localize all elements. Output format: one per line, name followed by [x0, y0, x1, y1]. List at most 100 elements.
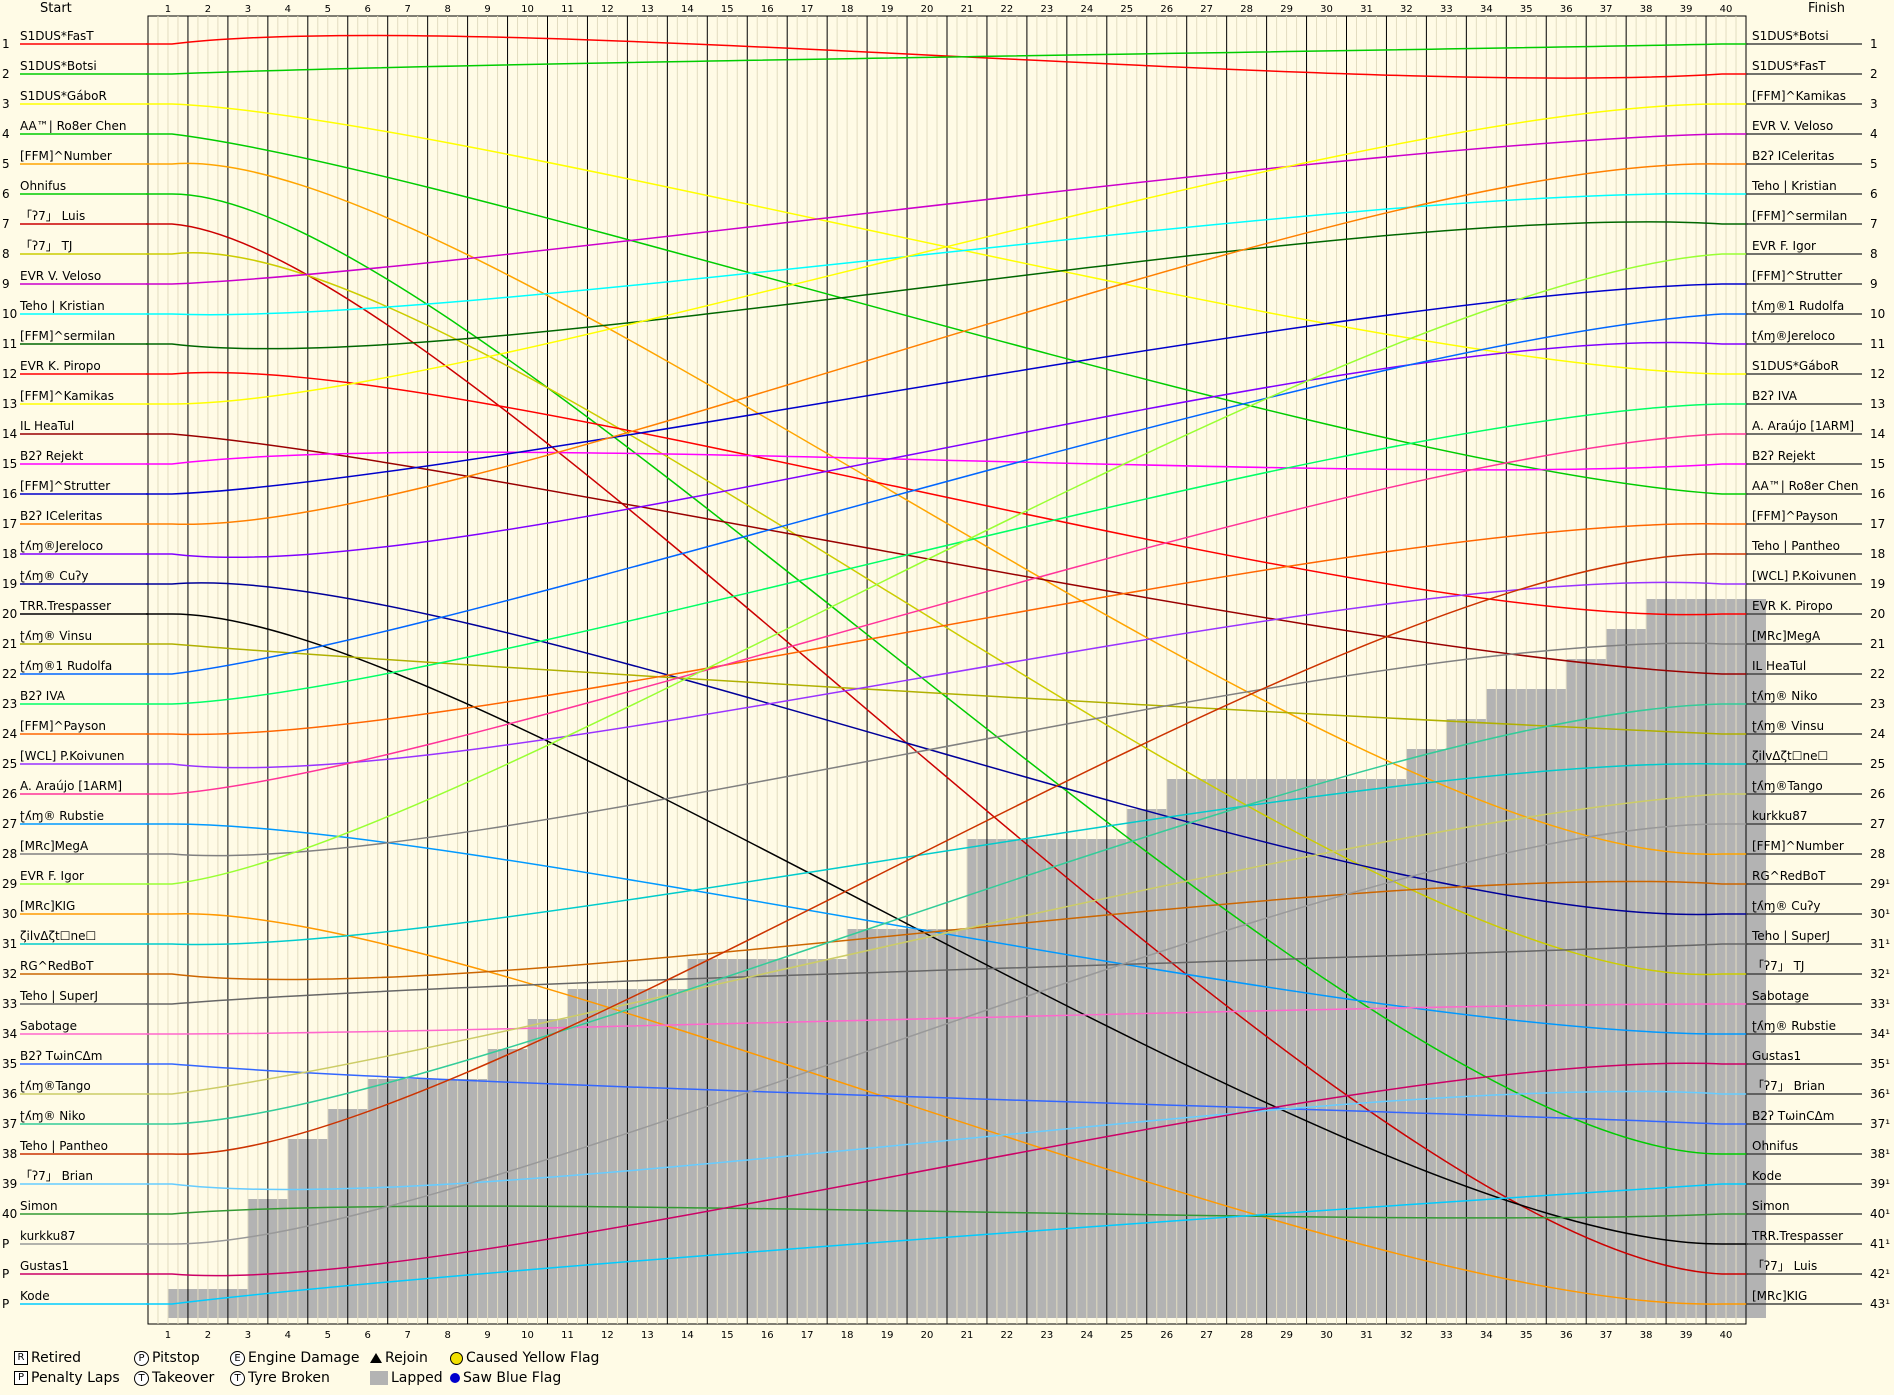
lap-tick-bottom: 35 — [1520, 1330, 1533, 1341]
finish-driver-name: Kode — [1752, 1169, 1782, 1183]
lap-tick-top: 19 — [881, 4, 894, 15]
start-driver-name: [MRc]MegA — [20, 839, 89, 853]
legend-rejoin: Rejoin — [370, 1350, 428, 1366]
legend-takeover: T Takeover — [134, 1370, 214, 1386]
start-driver-name: B2ʔ IVA — [20, 689, 66, 703]
lap-tick-top: 17 — [801, 4, 814, 15]
start-position: 7 — [2, 217, 10, 231]
lap-tick-bottom: 40 — [1720, 1330, 1733, 1341]
driver-line — [146, 133, 1748, 495]
lap-tick-top: 7 — [404, 4, 410, 15]
start-position: 24 — [2, 727, 17, 741]
lap-tick-bottom: 15 — [721, 1330, 734, 1341]
start-position: 5 — [2, 157, 10, 171]
lap-tick-top: 27 — [1200, 4, 1213, 15]
start-driver-name: TRR.Trespasser — [19, 599, 111, 613]
driver-line — [146, 523, 1748, 736]
start-driver-name: ʈʎɱ®1 Rudolfa — [20, 659, 112, 673]
start-position: 16 — [2, 487, 17, 501]
driver-line — [146, 103, 1748, 405]
lap-tick-bottom: 36 — [1560, 1330, 1573, 1341]
lap-tick-top: 20 — [921, 4, 934, 15]
lap-tick-bottom: 19 — [881, 1330, 894, 1341]
finish-driver-name: S1DUS*GáboR — [1752, 359, 1839, 373]
finish-driver-name: B2ʔ TωinCΔm — [1752, 1109, 1834, 1123]
finish-position: 37¹ — [1870, 1117, 1890, 1131]
lap-tick-top: 4 — [285, 4, 291, 15]
finish-position: 43¹ — [1870, 1297, 1890, 1311]
start-position: 25 — [2, 757, 17, 771]
finish-position: 8 — [1870, 247, 1878, 261]
legend-tyre: T Tyre Broken — [230, 1370, 330, 1386]
start-position: P — [2, 1267, 9, 1281]
start-position: 11 — [2, 337, 17, 351]
start-position: 1 — [2, 37, 10, 51]
lap-tick-bottom: 31 — [1360, 1330, 1373, 1341]
start-position: 38 — [2, 1147, 17, 1161]
finish-driver-name: kurkku87 — [1752, 809, 1808, 823]
tyre-broken-icon: T — [230, 1370, 245, 1386]
finish-driver-name: [FFM]^Strutter — [1752, 269, 1842, 283]
finish-driver-name: S1DUS*FasT — [1752, 59, 1826, 73]
lap-tick-top: 26 — [1160, 4, 1173, 15]
finish-position: 24 — [1870, 727, 1885, 741]
start-position: 30 — [2, 907, 17, 921]
legend-tyre-label: Tyre Broken — [248, 1370, 330, 1386]
start-position: 26 — [2, 787, 17, 801]
legend-pitstop: P Pitstop — [134, 1350, 200, 1366]
lap-tick-bottom: 5 — [325, 1330, 331, 1341]
start-driver-name: EVR F. Igor — [20, 869, 84, 883]
legend-yellow-label: Caused Yellow Flag — [466, 1350, 600, 1366]
lap-tick-bottom: 12 — [601, 1330, 614, 1341]
lap-tick-bottom: 10 — [521, 1330, 534, 1341]
driver-line — [146, 1205, 1748, 1219]
lap-tick-top: 5 — [325, 4, 331, 15]
finish-position: 16 — [1870, 487, 1885, 501]
lap-tick-bottom: 6 — [365, 1330, 371, 1341]
start-driver-name: Ohnifus — [20, 179, 66, 193]
start-driver-name: kurkku87 — [20, 1229, 76, 1243]
lap-tick-bottom: 26 — [1160, 1330, 1173, 1341]
finish-position: 6 — [1870, 187, 1878, 201]
start-driver-name: A. Araújo [1ARM] — [20, 779, 122, 793]
finish-driver-name: Sabotage — [1752, 989, 1809, 1003]
finish-position: 1 — [1870, 37, 1878, 51]
driver-line — [146, 553, 1748, 1155]
start-driver-name: [FFM]^Payson — [20, 719, 106, 733]
start-position: 19 — [2, 577, 17, 591]
finish-position: 28 — [1870, 847, 1885, 861]
legend: R Retired P Penalty Laps P Pitstop T Tak… — [14, 1350, 634, 1394]
lap-tick-bottom: 14 — [681, 1330, 694, 1341]
start-position: 37 — [2, 1117, 17, 1131]
driver-line — [146, 642, 1748, 857]
start-position: 9 — [2, 277, 10, 291]
lapped-swatch — [370, 1371, 388, 1385]
start-driver-name: [MRc]KIG — [20, 899, 75, 913]
finish-position: 17 — [1870, 517, 1885, 531]
lap-tick-top: 40 — [1720, 4, 1733, 15]
finish-driver-name: ʈʎɱ®Jereloco — [1752, 329, 1835, 343]
finish-driver-name: ʈʎɱ®Tango — [1752, 779, 1823, 793]
start-driver-name: [FFM]^sermilan — [20, 329, 115, 343]
finish-position: 7 — [1870, 217, 1878, 231]
driver-line — [146, 192, 1748, 316]
start-position: P — [2, 1297, 9, 1311]
driver-line — [146, 823, 1748, 1245]
driver-line — [146, 451, 1748, 471]
legend-takeover-label: Takeover — [152, 1370, 215, 1386]
driver-line — [146, 1063, 1748, 1125]
driver-line — [146, 43, 1748, 75]
driver-line — [146, 252, 1748, 976]
driver-line — [146, 162, 1748, 855]
start-driver-name: S1DUS*Botsi — [20, 59, 97, 73]
start-driver-name: S1DUS*GáboR — [20, 89, 107, 103]
lap-tick-top: 28 — [1240, 4, 1253, 15]
legend-retired: R Retired — [14, 1350, 81, 1366]
lap-tick-bottom: 7 — [404, 1330, 410, 1341]
lap-tick-bottom: 38 — [1640, 1330, 1653, 1341]
legend-rejoin-label: Rejoin — [385, 1350, 428, 1366]
start-driver-name: [FFM]^Number — [20, 149, 112, 163]
lap-tick-top: 6 — [365, 4, 371, 15]
lap-tick-top: 37 — [1600, 4, 1613, 15]
start-driver-name: 「ʔ7」 Luis — [20, 209, 85, 223]
